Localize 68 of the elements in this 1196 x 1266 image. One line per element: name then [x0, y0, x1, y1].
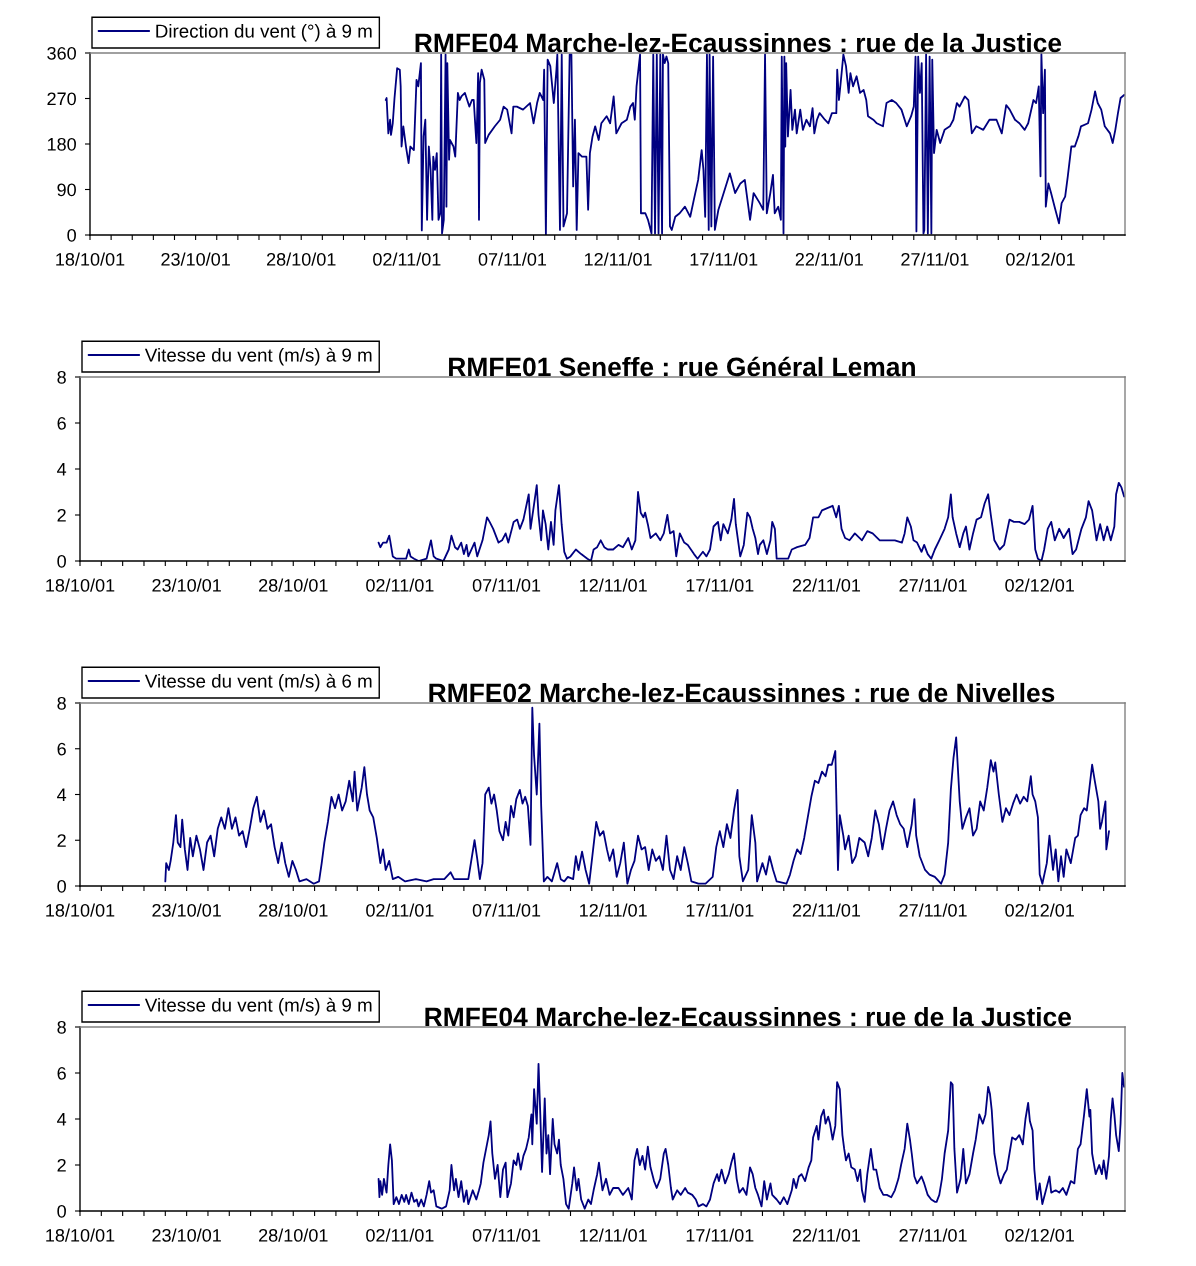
- chart-title: RMFE01 Seneffe : rue Général Leman: [449, 356, 915, 377]
- y-tick-label: 4: [57, 1113, 67, 1126]
- x-tick-label: 28/10/01: [259, 903, 328, 917]
- x-tick-label: 02/12/01: [1005, 1228, 1074, 1242]
- y-tick-label: 90: [57, 183, 76, 197]
- legend-label: Vitesse du vent (m/s) à 6 m: [144, 673, 372, 692]
- x-tick-label: 17/11/01: [686, 1228, 754, 1242]
- x-tick-label: 02/11/01: [366, 1228, 434, 1242]
- y-tick-label: 4: [57, 788, 67, 802]
- legend-label: Vitesse du vent (m/s) à 9 m: [144, 997, 372, 1016]
- chart-title: RMFE04 Marche-lez-Ecaussinnes : rue de la Justice: [425, 1006, 1071, 1027]
- x-tick-label: 27/11/01: [899, 903, 967, 917]
- x-tick-label: 12/11/01: [584, 252, 652, 266]
- legend-label: Direction du vent (°) à 9 m: [156, 23, 372, 42]
- x-tick-label: 23/10/01: [152, 1228, 221, 1242]
- y-tick-label: 6: [57, 1066, 66, 1080]
- y-tick-label: 8: [57, 696, 66, 710]
- x-tick-label: 18/10/01: [46, 903, 115, 917]
- x-tick-label: 02/12/01: [1005, 903, 1074, 917]
- x-tick-label: 02/11/01: [366, 903, 434, 917]
- x-tick-label: 12/11/01: [580, 578, 647, 592]
- y-tick-label: 4: [57, 463, 67, 476]
- y-tick-label: 6: [57, 416, 66, 430]
- x-tick-label: 22/11/01: [792, 1228, 861, 1242]
- x-tick-label: 07/11/01: [472, 903, 541, 917]
- x-tick-label: 22/11/01: [792, 903, 861, 917]
- y-tick-label: 270: [47, 92, 76, 106]
- y-tick-label: 360: [47, 46, 76, 60]
- x-tick-label: 28/10/01: [259, 1228, 328, 1242]
- x-tick-label: 28/10/01: [259, 578, 328, 592]
- x-tick-label: 18/10/01: [46, 1228, 115, 1242]
- x-tick-label: 28/10/01: [267, 252, 336, 266]
- y-tick-label: 6: [57, 742, 66, 756]
- y-tick-label: 2: [57, 1158, 66, 1172]
- y-tick-label: 2: [57, 508, 66, 522]
- y-tick-label: 8: [57, 1020, 66, 1034]
- y-tick-label: 180: [47, 137, 76, 151]
- x-tick-label: 23/10/01: [152, 578, 221, 592]
- y-tick-label: 0: [57, 1204, 66, 1218]
- chart-title: RMFE04 Marche-lez-Ecaussinnes : rue de la Justice: [415, 32, 1062, 53]
- x-tick-label: 12/11/01: [580, 903, 647, 917]
- x-tick-label: 27/11/01: [899, 578, 967, 592]
- y-tick-label: 0: [57, 879, 66, 893]
- y-tick-label: 2: [57, 834, 66, 847]
- x-tick-label: 18/10/01: [46, 578, 115, 592]
- y-tick-label: 0: [57, 554, 66, 568]
- y-tick-label: 0: [67, 228, 76, 242]
- x-tick-label: 02/12/01: [1005, 578, 1074, 592]
- legend-label: Vitesse du vent (m/s) à 9 m: [144, 347, 372, 366]
- x-tick-label: 02/11/01: [366, 578, 434, 592]
- x-tick-label: 22/11/01: [795, 252, 863, 266]
- x-tick-label: 17/11/01: [690, 252, 758, 266]
- x-tick-label: 07/11/01: [472, 578, 541, 592]
- x-tick-label: 07/11/01: [478, 252, 547, 266]
- x-tick-label: 02/12/01: [1006, 252, 1075, 266]
- x-tick-label: 12/11/01: [580, 1228, 647, 1242]
- x-tick-label: 23/10/01: [161, 252, 230, 266]
- x-tick-label: 07/11/01: [472, 1228, 541, 1242]
- x-tick-label: 17/11/01: [686, 578, 754, 592]
- x-tick-label: 17/11/01: [686, 903, 754, 917]
- x-tick-label: 18/10/01: [56, 252, 125, 266]
- x-tick-label: 22/11/01: [792, 578, 861, 592]
- x-tick-label: 23/10/01: [152, 903, 221, 917]
- x-tick-label: 27/11/01: [901, 252, 969, 266]
- x-tick-label: 02/11/01: [373, 252, 441, 266]
- y-tick-label: 8: [57, 370, 66, 384]
- chart-title: RMFE02 Marche-lez-Ecaussinnes : rue de Nivelles: [429, 682, 1055, 703]
- x-tick-label: 27/11/01: [899, 1228, 967, 1242]
